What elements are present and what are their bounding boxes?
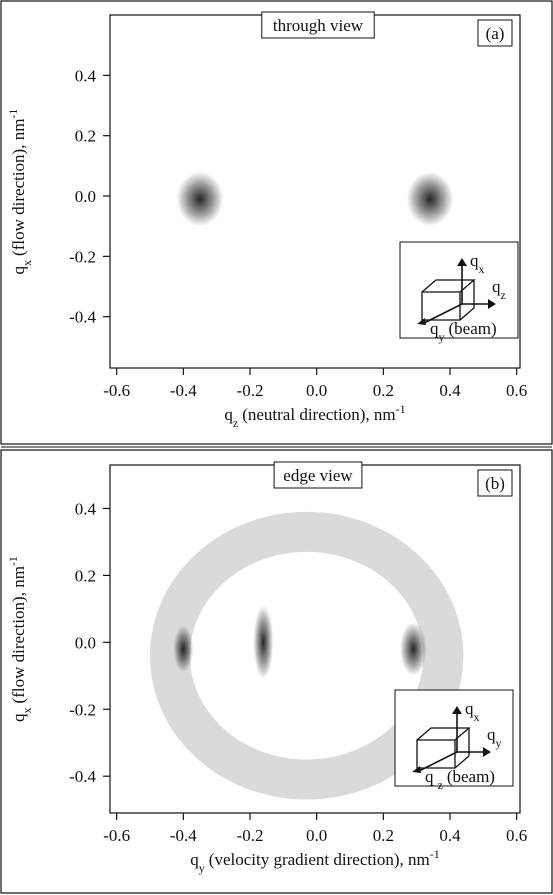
label-symbol: q — [224, 405, 233, 424]
label-symbol: q — [9, 265, 28, 274]
label-text: (flow direction), nm — [9, 566, 28, 703]
x-tick-label: -0.4 — [170, 381, 197, 400]
label-superscript: -1 — [430, 847, 440, 861]
label-symbol: q — [190, 850, 199, 869]
label-symbol: q — [470, 251, 479, 270]
cube — [416, 727, 471, 769]
label-subscript: x — [20, 260, 34, 266]
label-text: (flow direction), nm — [9, 119, 28, 256]
axis-label: q-z (beam) — [425, 767, 495, 792]
x-tick-label: 0.6 — [506, 381, 527, 400]
y-tick-label: 0.2 — [75, 127, 96, 146]
x-tick-label: 0.4 — [439, 381, 461, 400]
label-symbol: q — [430, 319, 439, 338]
label-symbol: q — [9, 713, 28, 722]
y-tick-label: -0.4 — [69, 767, 96, 786]
axis-label: qx (flow direction), nm-1 — [6, 109, 34, 275]
axis-label: qy — [487, 725, 502, 750]
axis-label: qx (flow direction), nm-1 — [6, 556, 34, 722]
label-superscript: -1 — [6, 109, 20, 119]
y-tick-label: 0.4 — [75, 500, 97, 519]
cube — [421, 279, 476, 321]
title-box — [261, 11, 375, 39]
inset-box — [399, 241, 519, 339]
label-subscript: x — [20, 707, 34, 713]
axis-label: qz (neutral direction), nm-1 — [224, 402, 405, 430]
axis-label: qx — [470, 251, 485, 276]
label-symbol: q — [492, 277, 501, 296]
panel-label: (b) — [485, 474, 505, 493]
scattering-spot — [173, 625, 194, 673]
y-tick-label: 0.0 — [75, 633, 96, 652]
label-symbol: q — [487, 725, 496, 744]
label-subscript: x — [479, 262, 485, 276]
scattering-ring — [149, 511, 464, 800]
panel-title: through view — [273, 16, 364, 35]
x-tick-label: 0.2 — [373, 381, 394, 400]
panel-title: edge view — [283, 466, 353, 485]
axis-label: qz — [492, 277, 506, 302]
x-tick-label: 0.0 — [306, 381, 327, 400]
label-subscript: z — [501, 288, 506, 302]
label-symbol: q — [465, 699, 474, 718]
panel-label-box — [477, 19, 513, 47]
x-tick-label: -0.2 — [237, 381, 264, 400]
x-tick-label: -0.4 — [170, 826, 197, 845]
axis-label: qx — [465, 699, 480, 724]
label-superscript: -1 — [6, 556, 20, 566]
x-tick-label: -0.6 — [103, 826, 130, 845]
y-tick-label: -0.2 — [69, 247, 96, 266]
scattering-spot — [406, 171, 454, 227]
label-text: (neutral direction), nm — [242, 405, 395, 424]
label-symbol: q — [425, 767, 434, 786]
axis-arrows — [416, 712, 485, 773]
title-box — [273, 461, 363, 489]
label-subscript: y — [439, 330, 445, 344]
x-tick-label: -0.2 — [237, 826, 264, 845]
y-tick-label: 0.0 — [75, 187, 96, 206]
label-subscript: z — [233, 416, 238, 430]
x-tick-label: 0.4 — [439, 826, 461, 845]
panel-label-box — [477, 469, 513, 497]
x-tick-label: -0.6 — [103, 381, 130, 400]
scattering-spot — [400, 622, 427, 676]
label-text: (velocity gradient direction), nm — [209, 850, 430, 869]
label-note: (beam) — [449, 319, 497, 338]
x-tick-label: 0.0 — [306, 826, 327, 845]
x-tick-label: 0.6 — [506, 826, 527, 845]
label-subscript: -z — [434, 778, 443, 792]
y-tick-label: 0.4 — [75, 66, 97, 85]
y-tick-label: 0.2 — [75, 566, 96, 585]
axis-label: qy (velocity gradient direction), nm-1 — [190, 847, 439, 875]
axis-label: qy (beam) — [430, 319, 497, 344]
inset-box — [394, 689, 514, 787]
panel-label: (a) — [486, 24, 505, 43]
label-subscript: x — [474, 710, 480, 724]
y-tick-label: -0.4 — [69, 308, 96, 327]
x-tick-label: 0.2 — [373, 826, 394, 845]
label-superscript: -1 — [396, 402, 406, 416]
scattering-spot — [253, 605, 274, 680]
y-tick-label: -0.2 — [69, 700, 96, 719]
arrow-heads — [417, 258, 496, 325]
scattering-spot — [176, 171, 224, 227]
label-note: (beam) — [447, 767, 495, 786]
panel-frame — [0, 449, 553, 894]
label-subscript: y — [199, 861, 205, 875]
panel-frame — [0, 0, 553, 445]
label-subscript: y — [496, 736, 502, 750]
axis-arrows — [421, 264, 490, 325]
arrow-heads — [412, 706, 491, 773]
